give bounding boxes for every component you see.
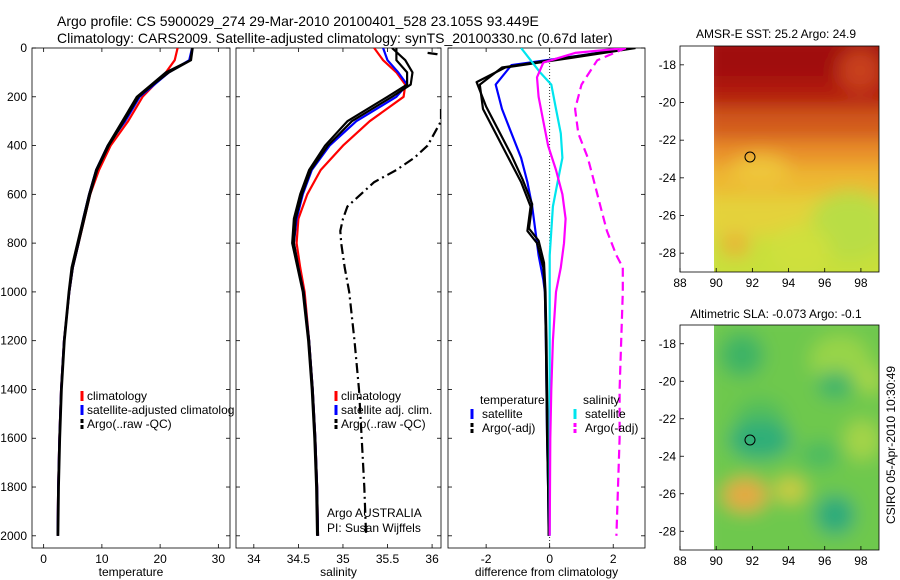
sst_map-lon-label: 96 [818, 276, 832, 290]
salinity-xtick-label: 35 [336, 552, 350, 566]
side-timestamp-label: CSIRO 05-Apr-2010 10:30:49 [884, 366, 898, 524]
sst_map-lon-label: 94 [782, 276, 796, 290]
sla-argo-location-marker [744, 434, 756, 446]
sla-map-title: Altimetric SLA: -0.073 Argo: -0.1 [690, 307, 862, 321]
salinity-series-black-4 [339, 109, 441, 536]
sla_map-lon-label: 96 [818, 554, 832, 568]
temperature-xtick-label: 30 [212, 552, 226, 566]
depth-tick-label: 1200 [0, 334, 27, 348]
sst-heatmap [714, 46, 879, 272]
temperature-profile-panel: 0 200 400 600 800 1000 1200 1400 1600 1800 2000 0 10… [0, 41, 234, 579]
difference-legend: temperaturesatelliteArgo(-adj)salinitysa… [470, 393, 638, 435]
sst-map-axes: 88 90 92 94 96 98 -18 -20 -22 -24 -26 -28 [659, 58, 868, 290]
sst_map-lat-label: -28 [659, 246, 677, 260]
sla-map-panel: Altimetric SLA: -0.073 Argo: -0.1 88 90 92… [659, 307, 880, 568]
sla_map-lat-label: -22 [659, 412, 677, 426]
difference-xtick-label: 2 [610, 552, 617, 566]
sla_map-lon-label: 94 [782, 554, 796, 568]
credit-line2: PI: Susan Wijffels [327, 521, 421, 535]
difference-xtick-label: 0 [546, 552, 553, 566]
difference-xtick-label: -2 [481, 552, 492, 566]
salinity-xtick-label: 35.5 [376, 552, 400, 566]
sst_map-lat-label: -22 [659, 133, 677, 147]
depth-tick-label: 2000 [0, 529, 27, 543]
temperature-xtick-label: 10 [95, 552, 109, 566]
sst_map-lat-label: -26 [659, 209, 677, 223]
temperature-xtick-label: 0 [40, 552, 47, 566]
difference-series-magenta-4 [535, 48, 627, 536]
sla_map-lon-label: 98 [854, 554, 868, 568]
temperature-series-red-0 [56, 48, 179, 536]
difference-series-blue-0 [494, 48, 630, 536]
legend-entry: satellite-adjusted climatolog [87, 403, 234, 417]
depth-tick-label: 1600 [0, 431, 27, 445]
sst_map-lat-label: -18 [659, 58, 677, 72]
sst_map-lon-label: 98 [854, 276, 868, 290]
temperature-plot-frame [31, 47, 231, 549]
salinity-xtick-label: 36 [425, 552, 439, 566]
depth-tick-label: 200 [7, 90, 27, 104]
sla_map-lat-label: -24 [659, 449, 677, 463]
sst_map-lon-label: 92 [746, 276, 760, 290]
salinity-profile-panel: 34 34.5 35 35.5 36 salinity climatologysatelli… [235, 47, 442, 579]
legend-entry: satellite adj. clim. [341, 403, 432, 417]
temperature-xlabel: temperature [99, 565, 164, 579]
depth-tick-label: 0 [20, 41, 27, 55]
sla_map-lat-label: -20 [659, 374, 677, 388]
sst_map-lat-label: -24 [659, 171, 677, 185]
difference-plot-frame [447, 47, 646, 549]
legend-entry: climatology [341, 389, 401, 403]
sst-map-panel: AMSR-E SST: 25.2 Argo: 24.9 88 90 92 94 96 98… [659, 27, 880, 290]
salinity-xtick-label: 34.5 [287, 552, 311, 566]
credit-line1: Argo AUSTRALIA [327, 506, 422, 520]
difference-series-black-2 [475, 48, 636, 536]
legend-entry: satellite [482, 407, 523, 421]
legend-entry: Argo(-adj) [585, 421, 638, 435]
sla_map-lon-label: 90 [710, 554, 724, 568]
temperature-series-black-3 [57, 48, 194, 536]
difference-series-magenta-5 [573, 48, 627, 536]
legend-entry: Argo(..raw -QC) [341, 417, 426, 431]
legend-header: temperature [480, 393, 545, 407]
depth-tick-label: 1000 [0, 285, 27, 299]
depth-tick-label: 1400 [0, 382, 27, 396]
sst_map-lon-label: 88 [673, 276, 687, 290]
salinity-xtick-label: 34 [247, 552, 261, 566]
salinity-series-black-3 [292, 48, 414, 536]
sla_map-lon-label: 88 [673, 554, 687, 568]
salinity-series-black-5 [427, 51, 441, 57]
legend-header: salinity [583, 393, 620, 407]
depth-tick-label: 400 [7, 139, 27, 153]
sst-map-title: AMSR-E SST: 25.2 Argo: 24.9 [696, 27, 856, 41]
sla_map-lat-label: -26 [659, 487, 677, 501]
depth-tick-label: 1800 [0, 480, 27, 494]
sla_map-lat-label: -28 [659, 524, 677, 538]
salinity-plot-frame [235, 47, 442, 549]
difference-series-cyan-3 [520, 48, 564, 536]
salinity-xlabel: salinity [320, 565, 357, 579]
legend-entry: climatology [87, 389, 147, 403]
legend-entry: satellite [585, 407, 626, 421]
sla-heatmap [714, 325, 879, 550]
difference-xlabel: difference from climatology [475, 565, 618, 579]
sst_map-lat-label: -20 [659, 96, 677, 110]
sla_map-lat-label: -18 [659, 337, 677, 351]
sst-argo-location-marker [744, 151, 756, 163]
sla_map-lon-label: 92 [746, 554, 760, 568]
legend-entry: Argo(-adj) [482, 421, 535, 435]
figure-title-line2: Climatology: CARS2009. Satellite-adjuste… [57, 30, 613, 46]
depth-tick-label: 600 [7, 187, 27, 201]
sst_map-lon-label: 90 [710, 276, 724, 290]
temperature-xtick-label: 20 [153, 552, 167, 566]
figure-title-line1: Argo profile: CS 5900029_274 29-Mar-2010… [57, 13, 539, 29]
legend-entry: Argo(..raw -QC) [87, 417, 172, 431]
depth-tick-label: 800 [7, 236, 27, 250]
sla-map-axes: 88 90 92 94 96 98 -18 -20 -22 -24 -26 -28 [659, 337, 868, 568]
